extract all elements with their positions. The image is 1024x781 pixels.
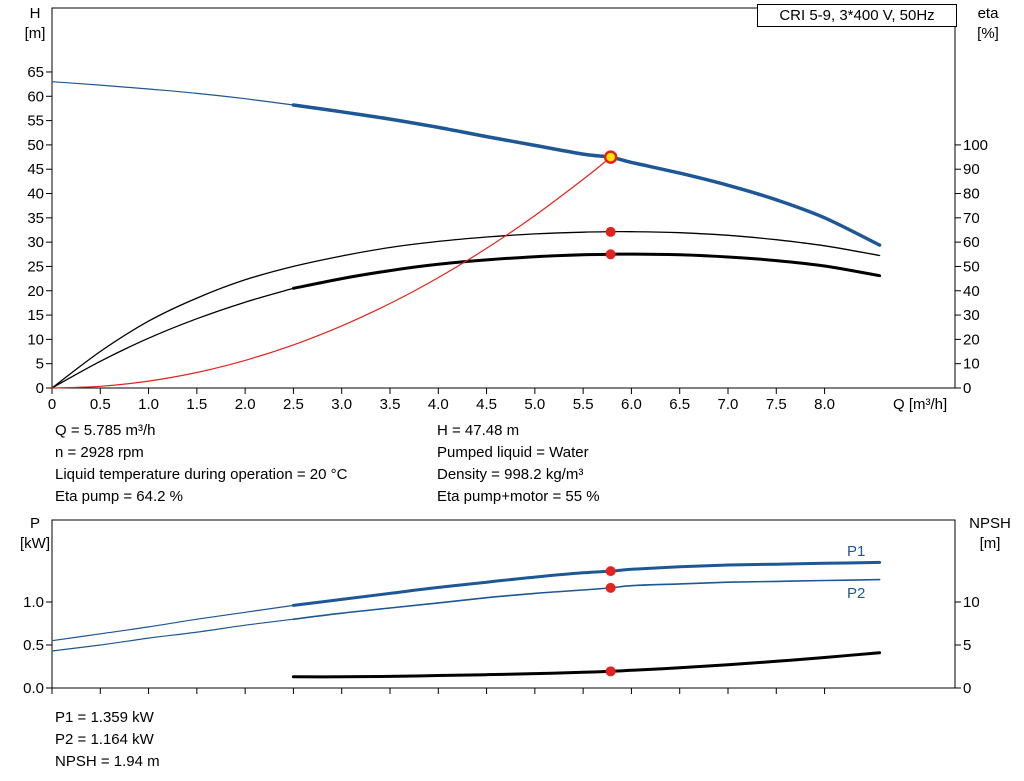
svg-text:15: 15	[27, 307, 44, 324]
svg-text:40: 40	[27, 186, 44, 203]
svg-text:1.5: 1.5	[186, 396, 207, 413]
p1-value: P1 = 1.359 kW	[55, 709, 154, 726]
svg-text:40: 40	[963, 283, 980, 300]
svg-text:1.0: 1.0	[23, 594, 44, 611]
pump-model-label: CRI 5-9, 3*400 V, 50Hz	[757, 4, 957, 27]
p2-value: P2 = 1.164 kW	[55, 731, 154, 748]
svg-text:0.0: 0.0	[23, 680, 44, 697]
svg-text:0: 0	[48, 396, 56, 413]
p1-series-label: P1	[847, 543, 866, 560]
svg-text:60: 60	[27, 88, 44, 105]
npsh-value: NPSH = 1.94 m	[55, 753, 160, 770]
svg-text:8.0: 8.0	[814, 396, 835, 413]
svg-text:20: 20	[27, 283, 44, 300]
eta-pump-value: Eta pump = 64.2 %	[55, 488, 183, 505]
svg-text:55: 55	[27, 113, 44, 130]
svg-text:60: 60	[963, 234, 980, 251]
pumped-liquid-value: Pumped liquid = Water	[437, 444, 589, 461]
speed-value: n = 2928 rpm	[55, 444, 144, 461]
svg-text:6.5: 6.5	[669, 396, 690, 413]
svg-text:3.0: 3.0	[331, 396, 352, 413]
svg-text:0: 0	[963, 680, 971, 697]
svg-text:50: 50	[963, 258, 980, 275]
power-npsh-data: P1 = 1.359 kW P2 = 1.164 kW NPSH = 1.94 …	[55, 707, 160, 773]
h-axis-title: H [m]	[17, 4, 53, 44]
svg-text:0.5: 0.5	[90, 396, 111, 413]
svg-text:80: 80	[963, 186, 980, 203]
svg-text:10: 10	[27, 331, 44, 348]
p-axis-title-line1: P	[29, 515, 40, 532]
svg-text:7.5: 7.5	[766, 396, 787, 413]
npsh-axis-title-line2: [m]	[979, 535, 1001, 552]
svg-text:10: 10	[963, 356, 980, 373]
svg-text:10: 10	[963, 594, 980, 611]
svg-text:35: 35	[27, 210, 44, 227]
npsh-axis-title: NPSH [m]	[963, 514, 1017, 554]
q-axis-label: Q [m³/h]	[893, 396, 948, 413]
svg-text:3.5: 3.5	[380, 396, 401, 413]
svg-text:4.5: 4.5	[476, 396, 497, 413]
eta-pump-motor-value: Eta pump+motor = 55 %	[437, 488, 600, 505]
svg-text:1.0: 1.0	[138, 396, 159, 413]
svg-text:50: 50	[27, 137, 44, 154]
svg-text:30: 30	[963, 307, 980, 324]
svg-text:6.0: 6.0	[621, 396, 642, 413]
svg-text:20: 20	[963, 331, 980, 348]
svg-text:0: 0	[36, 380, 44, 397]
svg-text:0.5: 0.5	[23, 637, 44, 654]
operating-data-right: H = 47.48 m Pumped liquid = Water Densit…	[437, 420, 600, 508]
svg-text:5: 5	[36, 356, 44, 373]
svg-text:65: 65	[27, 64, 44, 81]
h-axis-title-line1: H	[29, 5, 41, 22]
svg-text:30: 30	[27, 234, 44, 251]
eta-axis-title: eta [%]	[966, 4, 1010, 44]
h-axis-title-line2: [m]	[24, 25, 46, 42]
p-axis-title-line2: [kW]	[20, 535, 50, 552]
svg-text:100: 100	[963, 137, 988, 154]
svg-text:2.0: 2.0	[235, 396, 256, 413]
operating-data-left: Q = 5.785 m³/h n = 2928 rpm Liquid tempe…	[55, 420, 347, 508]
npsh-axis-title-line1: NPSH	[969, 515, 1011, 532]
svg-text:7.0: 7.0	[718, 396, 739, 413]
svg-text:4.0: 4.0	[428, 396, 449, 413]
p2-series-label: P2	[847, 585, 866, 602]
flow-value: Q = 5.785 m³/h	[55, 422, 156, 439]
svg-text:0: 0	[963, 380, 971, 397]
svg-text:70: 70	[963, 210, 980, 227]
svg-text:90: 90	[963, 161, 980, 178]
svg-text:25: 25	[27, 258, 44, 275]
density-value: Density = 998.2 kg/m³	[437, 466, 584, 483]
svg-text:45: 45	[27, 161, 44, 178]
svg-text:5.5: 5.5	[573, 396, 594, 413]
eta-axis-title-line2: [%]	[977, 25, 999, 42]
liquid-temperature-value: Liquid temperature during operation = 20…	[55, 466, 348, 483]
p-axis-title: P [kW]	[17, 514, 53, 554]
svg-text:5.0: 5.0	[524, 396, 545, 413]
head-value: H = 47.48 m	[437, 422, 520, 439]
eta-axis-title-line1: eta	[977, 5, 999, 22]
svg-text:2.5: 2.5	[283, 396, 304, 413]
svg-text:5: 5	[963, 637, 971, 654]
